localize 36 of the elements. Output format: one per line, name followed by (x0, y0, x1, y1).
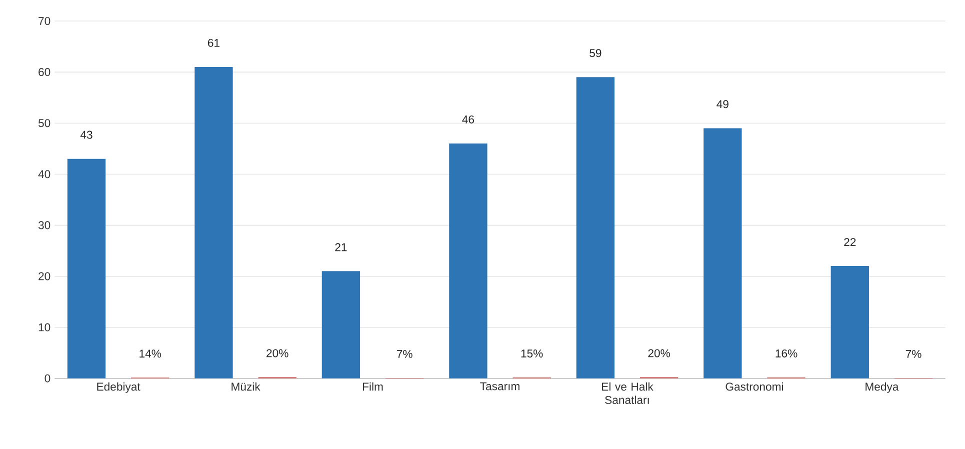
data-label: 7% (906, 350, 922, 358)
bar (576, 77, 615, 378)
y-tick-label: 30 (38, 221, 50, 230)
data-label: 43 (80, 130, 92, 139)
data-label: 46 (462, 115, 474, 124)
y-tick-label: 40 (38, 170, 50, 178)
bar (449, 144, 488, 378)
x-tick-label: Gastronomi (726, 382, 783, 391)
y-tick-label: 0 (44, 374, 50, 382)
data-label: 59 (590, 49, 602, 58)
data-label: 61 (208, 38, 220, 47)
data-label: 16% (776, 349, 798, 358)
data-label: 49 (716, 100, 728, 108)
data-label: 14% (140, 350, 162, 358)
y-tick-label: 50 (38, 119, 50, 128)
data-label: 21 (335, 243, 347, 252)
y-tick-label: 60 (38, 68, 50, 76)
bar (194, 66, 233, 378)
y-tick-label: 70 (38, 17, 50, 26)
bar (704, 128, 742, 378)
data-label: 7% (396, 350, 412, 358)
bar (830, 266, 869, 378)
x-tick-label: Tasarım (480, 382, 520, 390)
data-label: 20% (648, 349, 670, 358)
data-label: 22 (844, 238, 856, 246)
data-label: 20% (266, 349, 288, 358)
x-tick-label: Edebiyat (97, 382, 140, 393)
bar (322, 271, 360, 378)
x-tick-label: El ve Halk Sanatları (602, 382, 654, 404)
x-tick-label: Müzik (232, 382, 260, 391)
bar (67, 158, 106, 378)
data-label: 15% (521, 350, 543, 358)
x-tick-label: Medya (866, 382, 899, 393)
y-tick-label: 20 (38, 272, 50, 280)
x-tick-label: Film (362, 382, 383, 391)
y-tick-label: 10 (38, 323, 50, 332)
